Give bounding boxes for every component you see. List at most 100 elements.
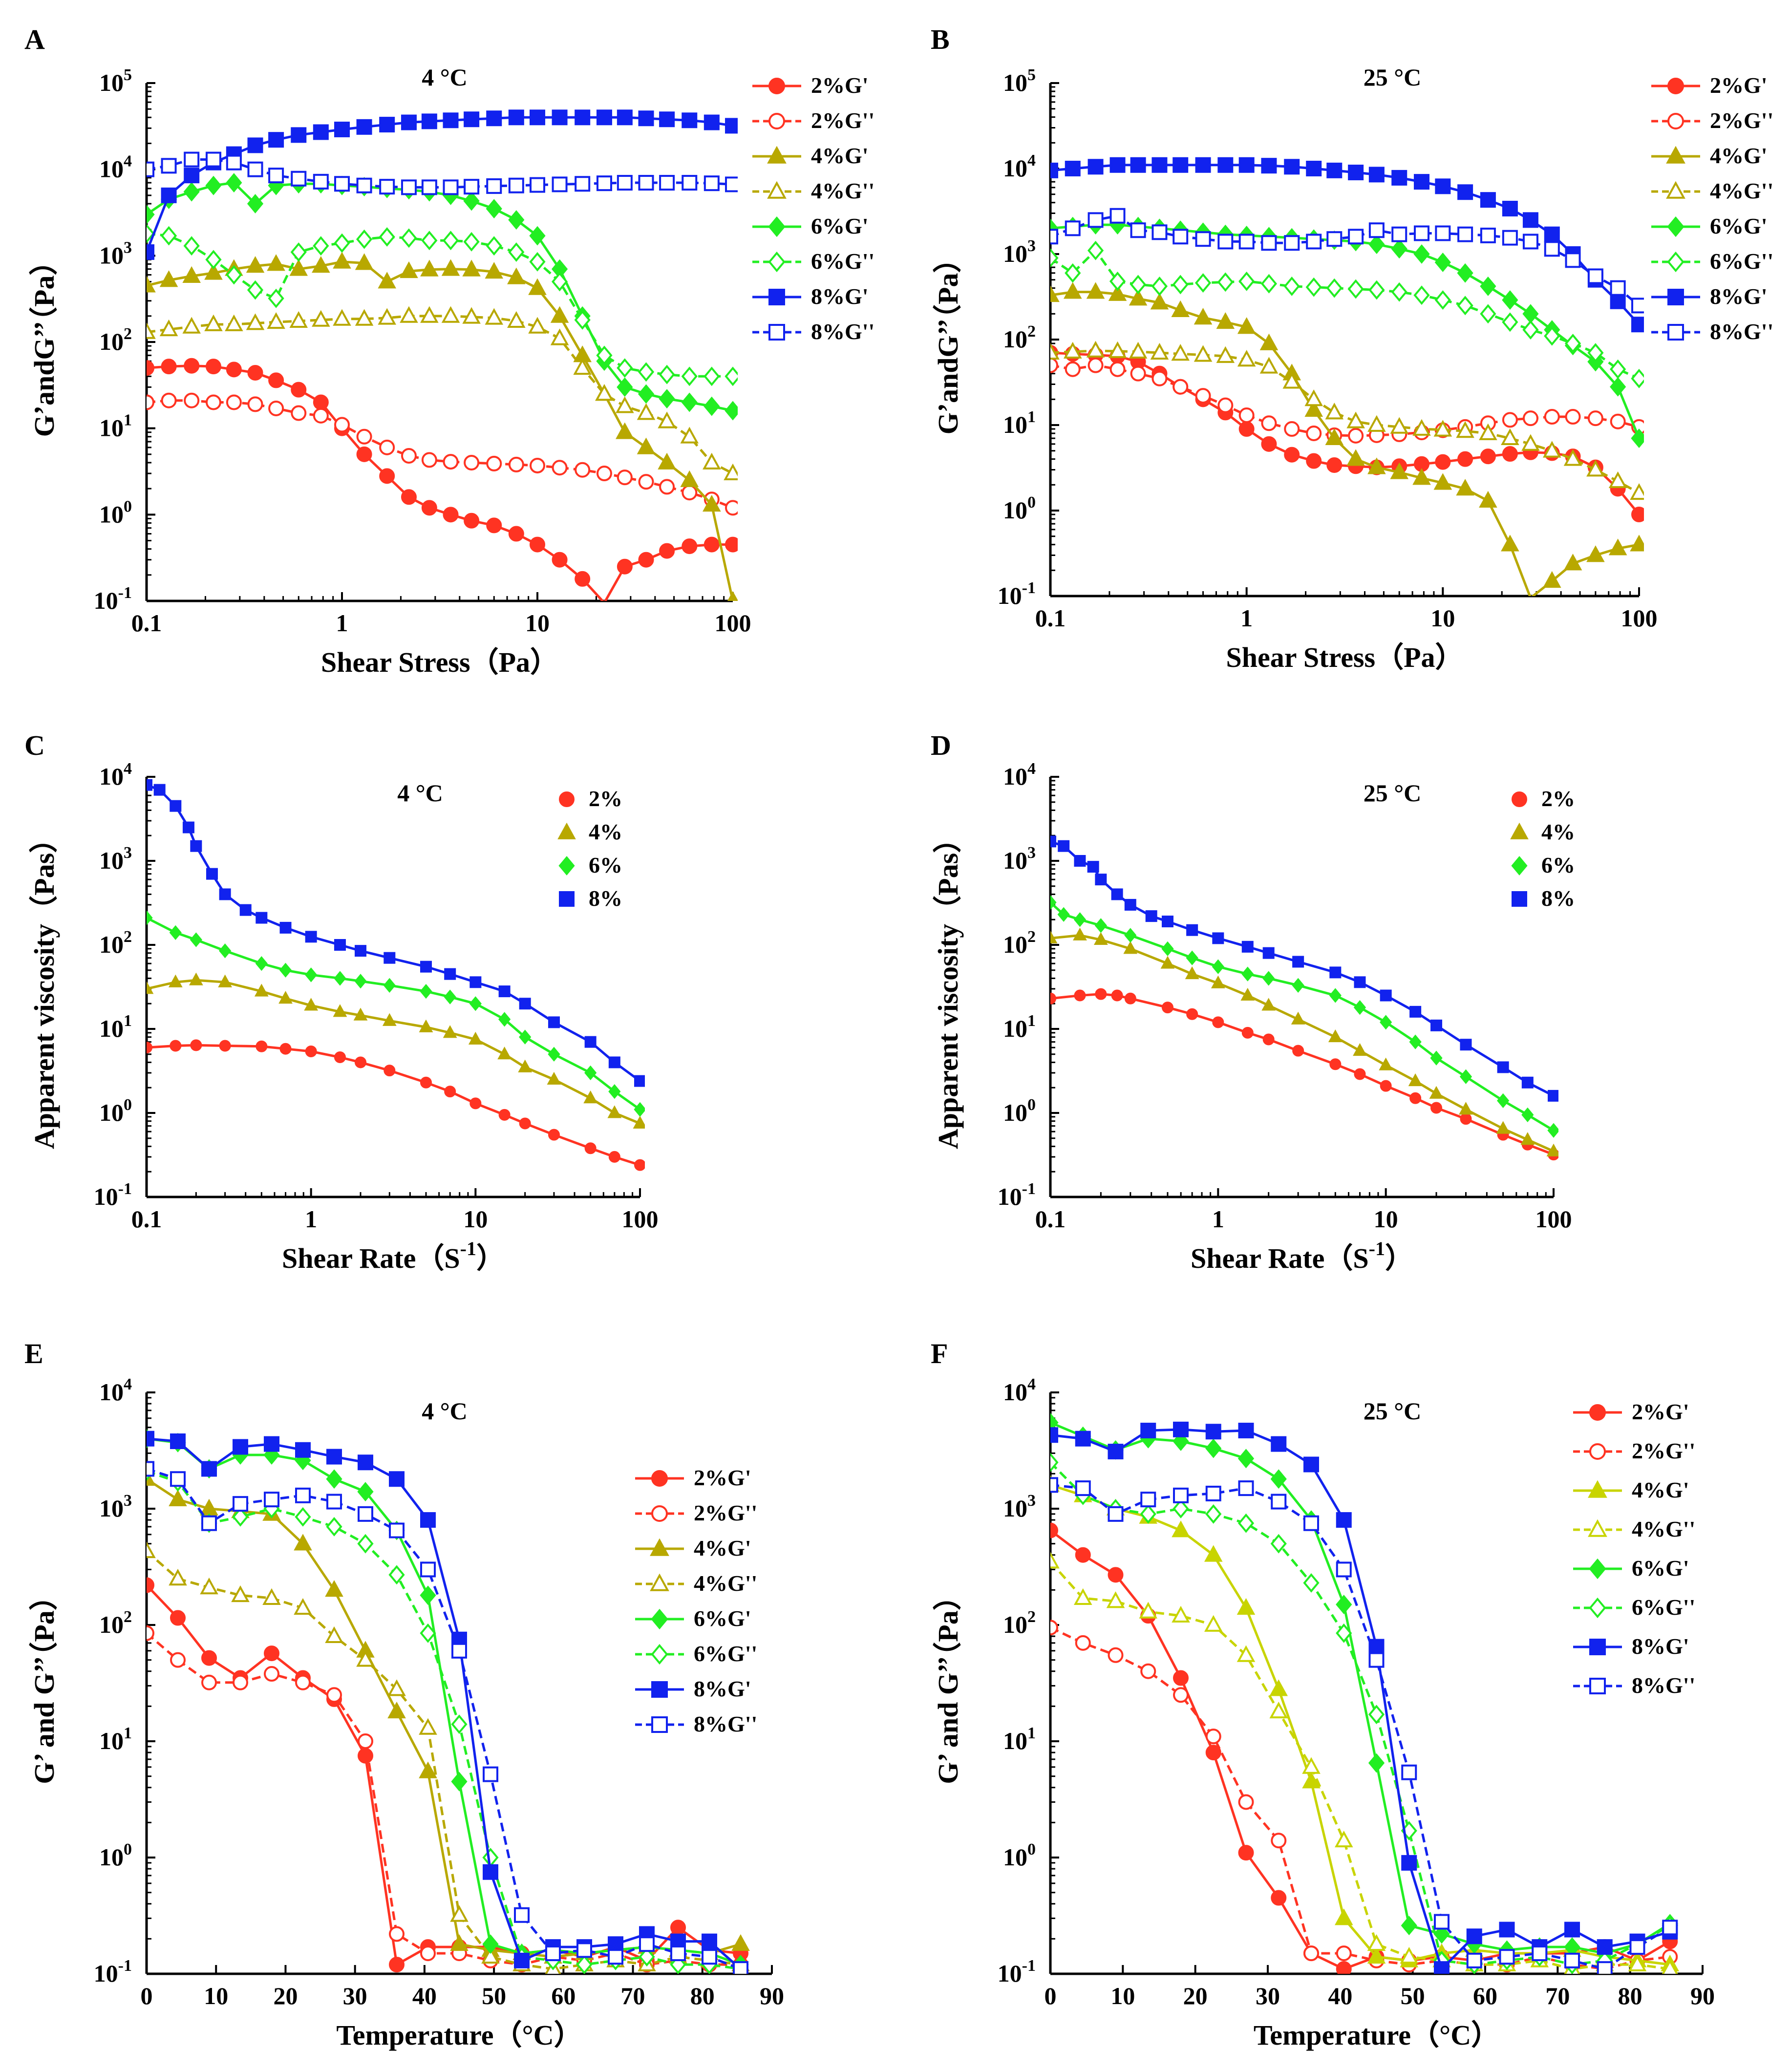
series-line [1050, 364, 1640, 437]
data-point [634, 1075, 645, 1087]
data-point [279, 921, 292, 934]
series-line [147, 158, 733, 189]
data-point [1302, 1772, 1321, 1789]
data-point [1238, 421, 1255, 437]
data-point [1216, 312, 1235, 329]
data-point [295, 1507, 311, 1527]
data-point [1368, 1753, 1385, 1773]
data-point [1269, 1701, 1288, 1719]
data-point [548, 1047, 560, 1062]
data-point [1217, 272, 1234, 292]
data-point [1140, 1492, 1156, 1508]
data-point [1261, 235, 1277, 251]
data-point [1151, 277, 1168, 296]
data-point [485, 308, 504, 325]
data-point [1480, 449, 1496, 465]
data-point [450, 1905, 469, 1922]
data-point [1630, 534, 1644, 552]
data-point [507, 267, 526, 284]
panel-letter: F [931, 1338, 948, 1369]
data-point [1087, 240, 1104, 260]
legend-marker [651, 1470, 668, 1487]
data-point [420, 1512, 436, 1528]
series-line [147, 1584, 741, 1967]
series-4pct-G [147, 306, 738, 480]
data-point [291, 171, 307, 187]
legend-marker [651, 1505, 668, 1522]
data-point [1502, 200, 1518, 216]
y-tick-exponent: 4 [1027, 1375, 1036, 1393]
data-point [463, 191, 480, 211]
data-point [355, 309, 374, 326]
data-point [1367, 1934, 1386, 1951]
data-point [239, 904, 252, 916]
data-point [170, 800, 182, 812]
data-point [1521, 434, 1540, 451]
data-point [1303, 1945, 1319, 1962]
x-tick-label: 0.1 [1035, 604, 1066, 632]
data-point [1348, 229, 1364, 245]
series-line [1050, 164, 1640, 325]
series-6pct- [1050, 895, 1558, 1138]
data-point [1306, 161, 1322, 176]
data-point [443, 454, 459, 470]
data-point [1074, 989, 1086, 1002]
data-point [204, 263, 223, 280]
data-point [420, 1076, 432, 1089]
data-point [575, 176, 591, 192]
data-point [441, 259, 460, 276]
data-point [268, 132, 284, 148]
data-point [268, 168, 284, 184]
data-point [1435, 178, 1451, 194]
series-line [147, 315, 734, 475]
data-point [388, 1565, 405, 1585]
y-tick-label: 103 [1003, 237, 1036, 267]
data-point [379, 468, 395, 484]
data-point [233, 1674, 248, 1690]
data-point [420, 961, 432, 973]
data-point [419, 1718, 437, 1735]
data-point [159, 270, 178, 287]
data-point [1662, 1959, 1678, 1974]
legend-label: 2% [589, 786, 622, 811]
data-point [508, 109, 524, 126]
legend-label: 6%G'' [811, 249, 874, 274]
data-point [486, 236, 502, 256]
series-line [1050, 840, 1555, 1097]
data-point [1565, 409, 1581, 425]
data-point [1140, 1504, 1156, 1524]
data-point [1172, 1520, 1190, 1538]
data-point [1205, 1485, 1221, 1501]
data-point [256, 1040, 268, 1052]
data-point [264, 1492, 279, 1508]
legend-marker [1667, 216, 1684, 237]
series-line [1050, 223, 1641, 439]
data-point [1401, 1855, 1417, 1871]
data-point [1212, 959, 1224, 974]
y-tick-label: 103 [1003, 844, 1036, 874]
data-point [1186, 950, 1198, 965]
data-point [358, 1454, 373, 1471]
data-point [552, 460, 568, 476]
legend-marker [768, 113, 785, 129]
data-point [1480, 304, 1496, 324]
data-point [1303, 1515, 1319, 1531]
series-6pct-G [147, 224, 738, 386]
data-point [1282, 372, 1301, 389]
data-point [161, 392, 177, 408]
data-point [1262, 947, 1275, 959]
data-point [183, 236, 200, 256]
series-8pct-G [147, 151, 738, 195]
data-point [256, 912, 268, 924]
data-point [725, 401, 738, 421]
data-point [295, 1487, 311, 1503]
x-tick-label: 10 [1110, 1982, 1135, 2009]
legend-marker [1589, 1404, 1606, 1421]
data-point [356, 229, 373, 249]
data-point [379, 439, 395, 455]
data-point [357, 1534, 374, 1554]
data-point [1466, 1952, 1482, 1968]
data-point [464, 179, 480, 195]
legend-marker [559, 891, 575, 907]
data-point [1597, 1939, 1613, 1955]
